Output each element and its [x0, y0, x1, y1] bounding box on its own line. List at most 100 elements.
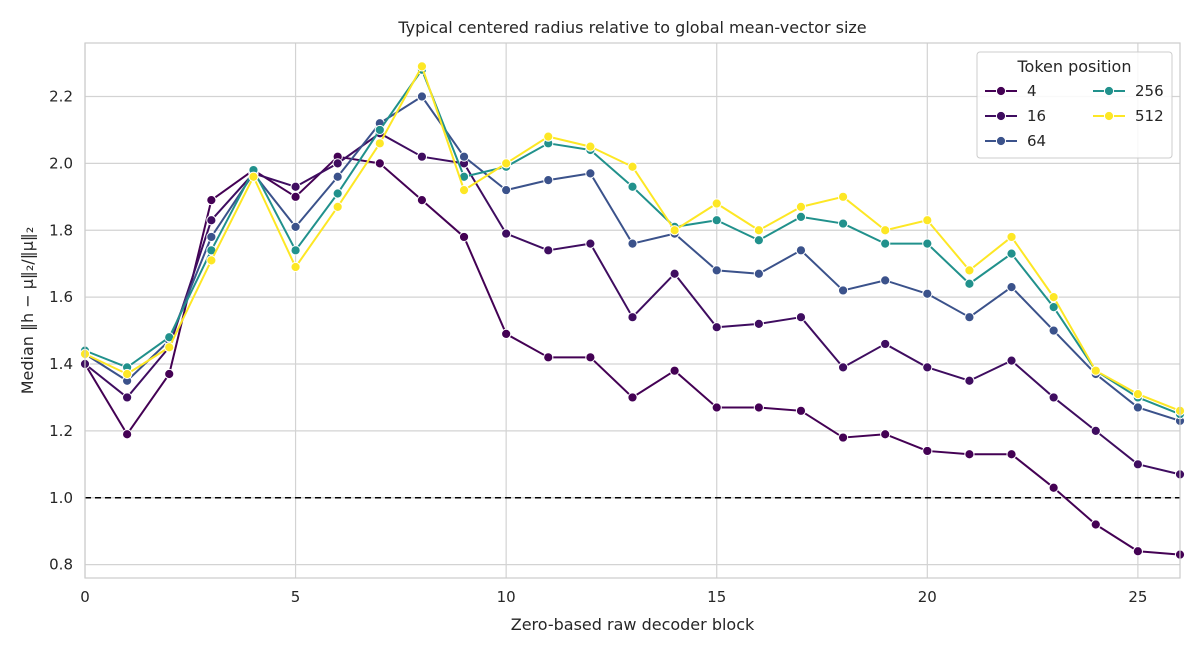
data-point-64: [458, 151, 470, 162]
data-point-16: [416, 151, 428, 162]
data-point-16: [669, 268, 680, 279]
data-point-64: [753, 268, 764, 279]
data-point-512: [627, 161, 638, 172]
data-point-4: [501, 328, 512, 340]
legend-items: 4 16 64 256 512: [985, 82, 1164, 150]
data-point-4: [711, 402, 722, 413]
legend-item-16: 16: [985, 107, 1046, 125]
data-point-64: [795, 245, 807, 256]
data-point-512: [1048, 292, 1059, 303]
data-point-4: [669, 365, 680, 376]
data-point-4: [1048, 482, 1059, 493]
data-point-4: [458, 231, 470, 243]
legend-label: 512: [1135, 107, 1164, 125]
data-point-16: [753, 318, 764, 329]
data-point-16: [964, 375, 975, 386]
legend-item-64: 64: [985, 132, 1046, 150]
data-point-16: [627, 312, 638, 323]
data-point-512: [669, 225, 680, 236]
legend-item-512: 512: [1093, 107, 1164, 125]
legend: Token position 4 16 64 256 512: [976, 51, 1173, 159]
data-point-16: [1132, 459, 1143, 470]
x-tick-label: 15: [707, 588, 726, 606]
data-point-512: [753, 225, 764, 236]
y-tick-label: 0.8: [49, 556, 73, 574]
data-point-16: [1090, 425, 1101, 436]
data-point-512: [1090, 365, 1101, 376]
data-point-16: [501, 228, 512, 239]
data-point-64: [964, 312, 975, 323]
data-point-64: [543, 174, 554, 186]
data-point-512: [711, 198, 722, 209]
y-axis-label: Median ‖h − μ‖₂/‖μ‖₂: [18, 227, 37, 395]
data-point-64: [206, 231, 217, 243]
data-point-64: [585, 168, 596, 179]
data-point-512: [206, 255, 217, 266]
data-point-16: [206, 215, 217, 226]
data-point-256: [711, 215, 722, 226]
data-point-512: [880, 225, 891, 236]
data-point-4: [795, 405, 807, 416]
data-point-4: [964, 449, 975, 460]
data-point-256: [627, 181, 638, 192]
legend-label: 4: [1027, 82, 1037, 100]
data-point-16: [122, 392, 133, 403]
legend-swatch-marker: [1103, 110, 1115, 122]
plot-frame: [84, 42, 1181, 579]
series-layer: [79, 61, 1186, 560]
legend-box: [976, 51, 1173, 159]
data-point-256: [374, 124, 385, 136]
legend-swatch-marker: [995, 85, 1007, 97]
data-point-512: [248, 171, 259, 182]
legend-item-256: 256: [1093, 82, 1164, 100]
data-point-16: [332, 158, 343, 169]
x-tick-label: 0: [80, 588, 90, 606]
x-tick-label: 20: [918, 588, 937, 606]
data-point-256: [837, 218, 849, 229]
data-point-512: [374, 138, 385, 149]
data-point-4: [627, 392, 638, 403]
data-point-512: [585, 141, 596, 152]
data-point-4: [753, 402, 764, 413]
data-point-16: [585, 238, 596, 249]
data-point-64: [501, 185, 512, 196]
data-point-16: [922, 362, 933, 373]
data-point-512: [122, 368, 133, 380]
data-point-64: [922, 288, 933, 299]
x-axis-label: Zero-based raw decoder block: [511, 615, 755, 634]
x-tick-label: 5: [291, 588, 301, 606]
y-tick-label: 1.2: [49, 422, 73, 440]
data-point-512: [416, 61, 428, 72]
data-point-4: [206, 195, 217, 206]
data-point-512: [164, 342, 175, 353]
data-point-512: [964, 265, 975, 276]
data-point-4: [164, 368, 175, 380]
data-point-16: [880, 338, 891, 350]
data-point-4: [880, 429, 891, 440]
data-point-4: [290, 191, 301, 202]
data-point-256: [753, 235, 764, 246]
legend-label: 16: [1027, 107, 1046, 125]
data-point-64: [627, 238, 638, 249]
data-point-4: [416, 195, 428, 206]
series-16: [79, 128, 1186, 480]
data-point-64: [880, 275, 891, 286]
data-point-512: [795, 201, 807, 212]
y-tick-label: 1.0: [49, 489, 73, 507]
data-point-512: [837, 191, 849, 202]
data-point-16: [1006, 355, 1017, 366]
y-tick-label: 1.4: [49, 355, 73, 373]
data-point-512: [458, 185, 470, 196]
data-point-64: [1132, 402, 1143, 413]
x-tick-label: 10: [497, 588, 516, 606]
data-point-256: [1006, 248, 1017, 259]
data-point-512: [543, 131, 554, 142]
data-point-64: [416, 91, 428, 102]
legend-label: 64: [1027, 132, 1046, 150]
legend-swatch-marker: [1103, 85, 1115, 97]
data-point-512: [922, 215, 933, 226]
data-point-256: [332, 188, 343, 199]
series-512: [79, 61, 1186, 416]
data-point-16: [837, 362, 849, 373]
